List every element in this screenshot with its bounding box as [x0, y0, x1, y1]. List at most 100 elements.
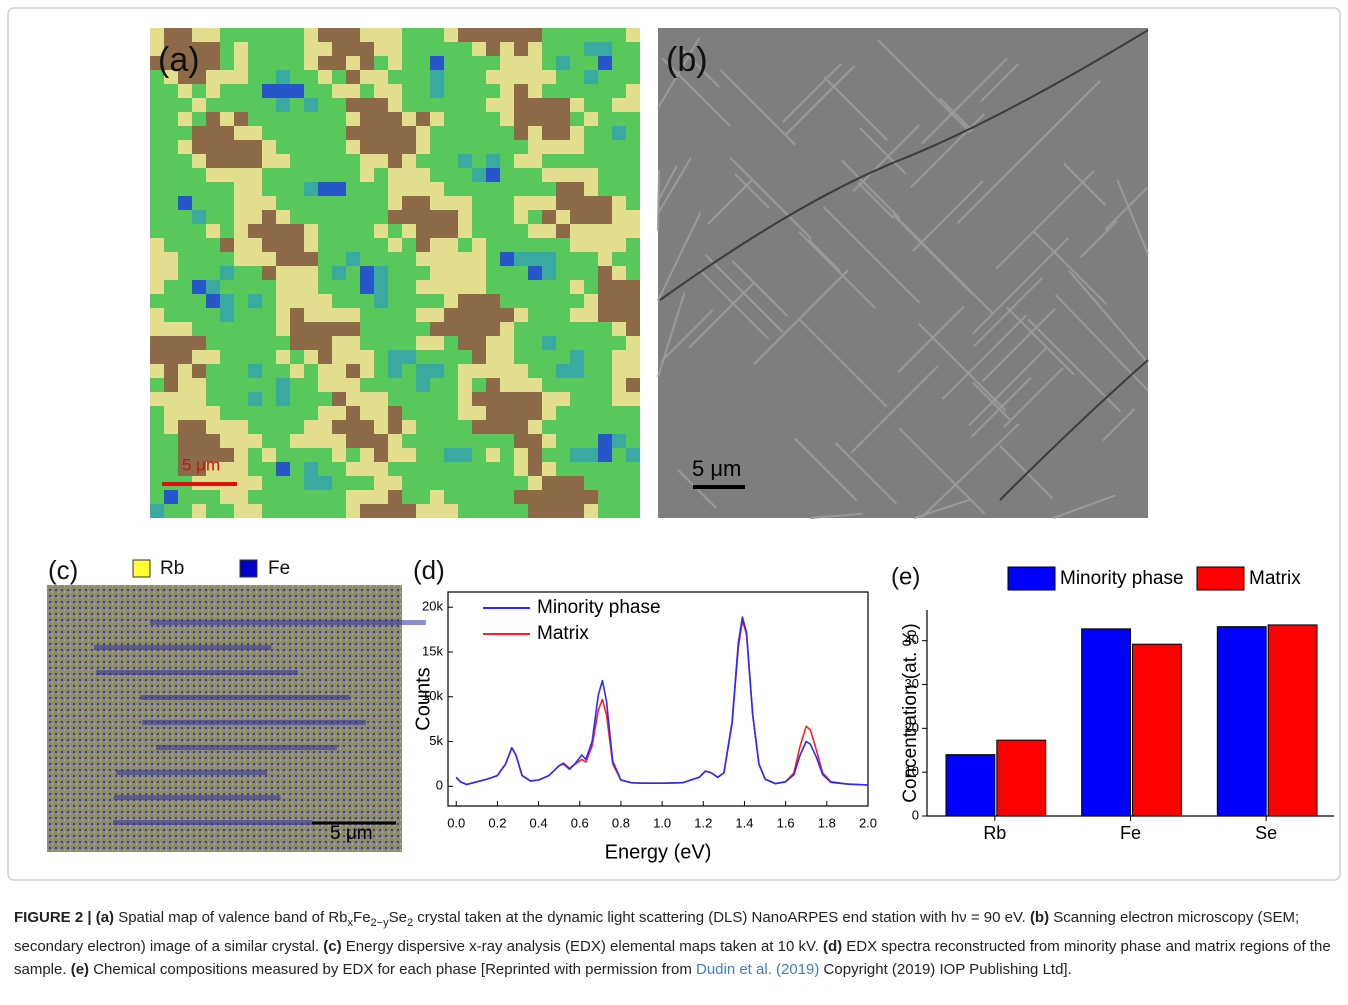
map-pixel: [542, 98, 556, 112]
map-pixel: [570, 196, 584, 210]
map-pixel: [346, 420, 360, 434]
map-pixel: [220, 490, 234, 504]
map-pixel: [458, 210, 472, 224]
map-pixel: [318, 308, 332, 322]
sem-streak: [1053, 494, 1116, 519]
map-pixel: [360, 350, 374, 364]
caption-text: Energy dispersive x-ray analysis (EDX) e…: [341, 938, 823, 955]
map-pixel: [430, 252, 444, 266]
caption-text: crystal taken at the dynamic light scatt…: [413, 909, 1030, 926]
map-pixel: [318, 294, 332, 308]
map-pixel: [416, 210, 430, 224]
map-pixel: [584, 224, 598, 238]
map-pixel: [388, 168, 402, 182]
sem-streak: [1063, 162, 1107, 207]
map-pixel: [514, 406, 528, 420]
map-pixel: [178, 364, 192, 378]
map-pixel: [178, 420, 192, 434]
map-pixel: [150, 238, 164, 252]
map-pixel: [542, 210, 556, 224]
map-pixel: [472, 28, 486, 42]
map-pixel: [528, 406, 542, 420]
map-pixel: [598, 434, 612, 448]
map-pixel: [626, 28, 640, 42]
map-pixel: [248, 434, 262, 448]
sem-streak: [999, 445, 1054, 500]
map-pixel: [388, 238, 402, 252]
map-pixel: [598, 210, 612, 224]
map-pixel: [220, 420, 234, 434]
map-pixel: [276, 252, 290, 266]
map-pixel: [416, 252, 430, 266]
map-pixel: [346, 70, 360, 84]
map-pixel: [374, 448, 388, 462]
map-pixel: [402, 504, 416, 518]
map-pixel: [318, 42, 332, 56]
sem-streak: [858, 127, 907, 175]
map-pixel: [220, 70, 234, 84]
map-pixel: [276, 378, 290, 392]
map-pixel: [178, 336, 192, 350]
legend-swatch: [132, 559, 151, 578]
map-pixel: [486, 154, 500, 168]
map-pixel: [150, 336, 164, 350]
map-pixel: [612, 364, 626, 378]
map-pixel: [528, 392, 542, 406]
map-pixel: [528, 490, 542, 504]
map-pixel: [500, 70, 514, 84]
map-pixel: [472, 308, 486, 322]
map-pixel: [360, 462, 374, 476]
map-pixel: [360, 266, 374, 280]
map-pixel: [528, 140, 542, 154]
map-pixel: [304, 294, 318, 308]
map-pixel: [262, 154, 276, 168]
map-pixel: [626, 98, 640, 112]
map-pixel: [206, 140, 220, 154]
sem-streak: [1006, 306, 1075, 376]
edx-stripe: [94, 645, 272, 650]
map-pixel: [304, 28, 318, 42]
map-pixel: [528, 28, 542, 42]
map-pixel: [542, 140, 556, 154]
map-pixel: [374, 490, 388, 504]
map-pixel: [430, 182, 444, 196]
map-pixel: [444, 280, 458, 294]
sem-streak: [753, 269, 849, 366]
map-pixel: [206, 462, 220, 476]
map-pixel: [346, 112, 360, 126]
map-pixel: [360, 420, 374, 434]
map-pixel: [542, 224, 556, 238]
map-pixel: [500, 98, 514, 112]
map-pixel: [626, 364, 640, 378]
legend-label: Matrix: [1249, 568, 1301, 589]
map-pixel: [332, 434, 346, 448]
map-pixel: [514, 84, 528, 98]
map-pixel: [360, 168, 374, 182]
map-pixel: [556, 392, 570, 406]
map-pixel: [472, 252, 486, 266]
map-pixel: [234, 476, 248, 490]
map-pixel: [374, 504, 388, 518]
map-pixel: [500, 322, 514, 336]
map-pixel: [346, 98, 360, 112]
map-pixel: [626, 392, 640, 406]
map-pixel: [584, 294, 598, 308]
map-pixel: [248, 154, 262, 168]
map-pixel: [206, 224, 220, 238]
map-pixel: [276, 266, 290, 280]
map-pixel: [584, 70, 598, 84]
bar: [996, 739, 1047, 817]
sem-streak: [823, 76, 888, 141]
sem-streak: [781, 62, 842, 123]
map-pixel: [500, 350, 514, 364]
map-pixel: [304, 308, 318, 322]
panel-label: (e): [891, 563, 920, 590]
figure-border: [7, 7, 1341, 881]
map-pixel: [388, 196, 402, 210]
map-pixel: [402, 210, 416, 224]
caption-link[interactable]: Dudin et al. (2019): [695, 961, 820, 978]
x-tick-label: 1.2: [694, 815, 712, 830]
map-pixel: [276, 98, 290, 112]
map-pixel: [528, 42, 542, 56]
caption-text: (b): [1029, 909, 1050, 926]
